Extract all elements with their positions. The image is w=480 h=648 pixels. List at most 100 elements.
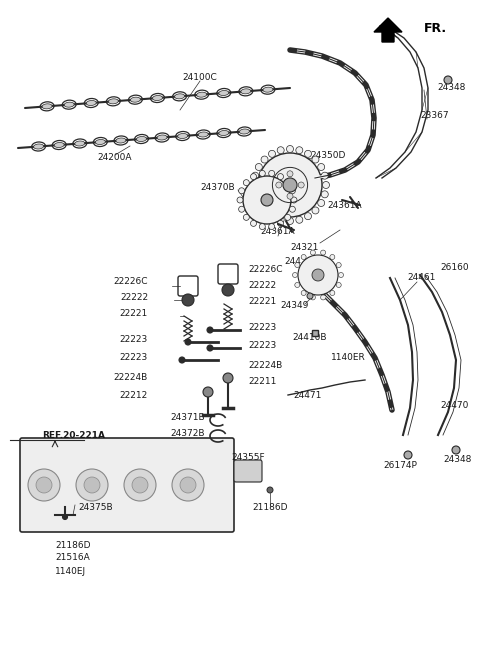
Circle shape [404,451,412,459]
Text: 22222: 22222 [248,281,276,290]
Text: 22223: 22223 [248,323,276,332]
Circle shape [269,224,275,229]
Ellipse shape [116,138,126,143]
Circle shape [203,387,213,397]
Text: 22221: 22221 [248,297,276,307]
Circle shape [318,200,324,207]
Text: REF.20-221A: REF.20-221A [42,430,105,439]
Text: 1140ER: 1140ER [331,354,365,362]
Text: 21186D: 21186D [252,503,288,513]
Ellipse shape [178,133,188,139]
Text: 22224B: 22224B [114,373,148,382]
Circle shape [296,146,303,154]
Circle shape [301,290,306,295]
Ellipse shape [240,129,250,134]
Circle shape [267,487,273,493]
Text: 1140EJ: 1140EJ [55,566,86,575]
Circle shape [289,206,295,213]
Text: 24321: 24321 [291,244,319,253]
Circle shape [223,373,233,383]
Circle shape [283,178,297,192]
Circle shape [243,179,249,185]
Circle shape [301,255,306,259]
Text: 23367: 23367 [420,111,449,119]
Circle shape [298,255,338,295]
Text: 24420: 24420 [284,257,312,266]
Circle shape [277,220,284,226]
Text: 22223: 22223 [120,336,148,345]
Circle shape [243,214,249,220]
Text: 24361A: 24361A [261,227,295,237]
Circle shape [239,206,245,213]
Circle shape [28,469,60,501]
Text: 24372B: 24372B [170,430,205,439]
Circle shape [277,146,284,154]
Circle shape [251,174,256,179]
Circle shape [243,176,291,224]
Circle shape [179,357,185,363]
Circle shape [124,469,156,501]
Circle shape [76,469,108,501]
Circle shape [237,197,243,203]
Ellipse shape [219,130,229,135]
Text: 24348: 24348 [444,456,472,465]
FancyBboxPatch shape [20,438,234,532]
Text: FR.: FR. [424,22,447,35]
Text: 22222: 22222 [120,294,148,303]
Text: 21516A: 21516A [55,553,90,562]
Circle shape [289,188,295,194]
Circle shape [330,255,335,259]
Text: 24410B: 24410B [293,334,327,343]
Circle shape [295,283,300,288]
Circle shape [311,295,315,300]
Circle shape [84,477,100,493]
Circle shape [321,295,325,300]
Circle shape [132,477,148,493]
Circle shape [268,150,276,157]
Circle shape [298,182,304,188]
Circle shape [304,150,312,157]
Circle shape [207,345,213,351]
Ellipse shape [153,95,163,100]
Circle shape [287,146,293,152]
Text: 24471: 24471 [294,391,322,400]
FancyBboxPatch shape [234,460,262,482]
Circle shape [295,262,300,268]
Ellipse shape [96,139,105,145]
Circle shape [258,153,322,217]
Text: 24361A: 24361A [328,200,362,209]
Text: 22223: 22223 [248,341,276,351]
Text: 24350D: 24350D [310,150,346,159]
Circle shape [321,250,325,255]
Ellipse shape [197,92,207,97]
Text: 24461: 24461 [408,273,436,283]
Circle shape [285,179,291,185]
Circle shape [287,171,293,177]
Circle shape [255,200,263,207]
Circle shape [321,191,328,198]
Circle shape [259,224,265,229]
Circle shape [261,207,268,214]
Text: 26174P: 26174P [383,461,417,470]
Text: 22226C: 22226C [113,277,148,286]
Ellipse shape [86,100,96,106]
Ellipse shape [75,141,85,146]
Circle shape [287,218,293,224]
Text: 24355F: 24355F [231,454,265,463]
Text: 22211: 22211 [248,378,276,386]
Circle shape [259,170,265,176]
Circle shape [180,477,196,493]
Text: 22221: 22221 [120,310,148,319]
Circle shape [239,188,245,194]
Circle shape [276,182,282,188]
Circle shape [307,293,313,299]
Circle shape [330,290,335,295]
Text: 24375B: 24375B [78,503,113,513]
Circle shape [338,273,344,277]
Ellipse shape [198,132,208,137]
Circle shape [336,283,341,288]
Ellipse shape [175,94,185,99]
Circle shape [312,269,324,281]
Text: 26160: 26160 [441,264,469,273]
Circle shape [36,477,52,493]
